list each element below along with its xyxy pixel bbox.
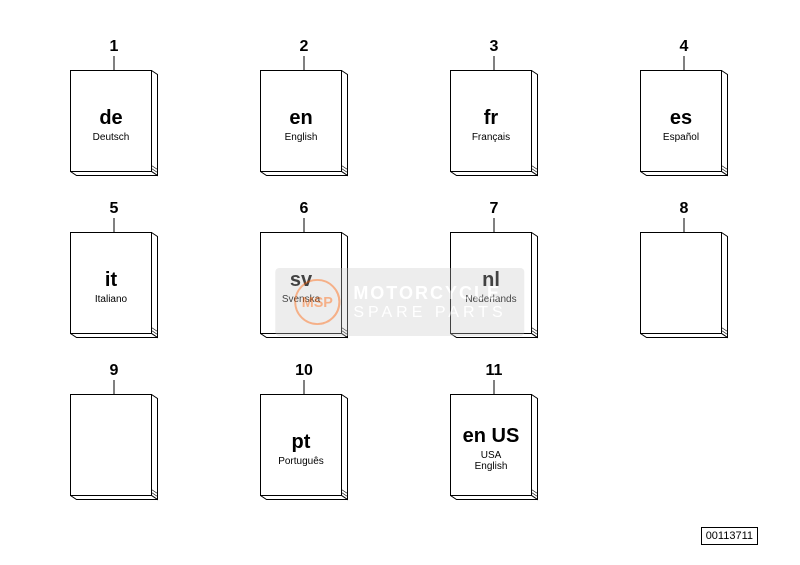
notepad-icon — [70, 394, 158, 502]
lang-label: Português — [278, 456, 324, 467]
card-number: 11 — [486, 362, 503, 380]
watermark-line2: SPARE PARTS — [353, 304, 506, 322]
card-number: 5 — [110, 200, 119, 218]
leader-line — [494, 56, 495, 70]
card-number: 2 — [300, 38, 309, 56]
lang-label: English — [285, 132, 318, 143]
card-number: 1 — [110, 38, 119, 56]
lang-label: Español — [663, 132, 699, 143]
card-number: 4 — [680, 38, 689, 56]
lang-code: fr — [484, 108, 498, 128]
lang-card-1: 1 de Deutsch — [70, 38, 158, 178]
svg-text:MSP: MSP — [302, 295, 334, 311]
lang-card-2: 2 en English — [260, 38, 348, 178]
card-number: 9 — [110, 362, 119, 380]
lang-card-4: 4 es Español — [640, 38, 728, 178]
notepad-icon: de Deutsch — [70, 70, 158, 178]
notepad-icon: es Español — [640, 70, 728, 178]
lang-card-5: 5 it Italiano — [70, 200, 158, 340]
lang-code: en — [289, 108, 312, 128]
leader-line — [114, 218, 115, 232]
card-number: 6 — [300, 200, 309, 218]
notepad-icon: pt Português — [260, 394, 348, 502]
lang-label: USA English — [475, 450, 508, 472]
card-number: 10 — [295, 362, 313, 380]
leader-line — [304, 218, 305, 232]
lang-card-3: 3 fr Français — [450, 38, 538, 178]
lang-label: Italiano — [95, 294, 127, 305]
watermark-line1: MOTORCYCLE — [353, 283, 506, 304]
lang-code: es — [670, 108, 692, 128]
msp-logo-icon: MSP — [293, 278, 341, 326]
card-number: 7 — [490, 200, 499, 218]
leader-line — [684, 56, 685, 70]
lang-card-10: 10 pt Português — [260, 362, 348, 502]
watermark: MSP MOTORCYCLE SPARE PARTS — [275, 268, 524, 336]
leader-line — [684, 218, 685, 232]
lang-card-11: 11 en US USA English — [450, 362, 538, 502]
notepad-icon: fr Français — [450, 70, 538, 178]
notepad-icon: en US USA English — [450, 394, 538, 502]
leader-line — [494, 380, 495, 394]
lang-code: de — [99, 108, 122, 128]
leader-line — [494, 218, 495, 232]
leader-line — [304, 56, 305, 70]
notepad-icon: it Italiano — [70, 232, 158, 340]
leader-line — [114, 56, 115, 70]
lang-code: en US — [463, 426, 520, 446]
part-number: 00113711 — [701, 527, 758, 545]
lang-label: Deutsch — [93, 132, 130, 143]
lang-label: Français — [472, 132, 510, 143]
notepad-icon — [640, 232, 728, 340]
leader-line — [114, 380, 115, 394]
leader-line — [304, 380, 305, 394]
notepad-icon: en English — [260, 70, 348, 178]
card-number: 8 — [680, 200, 689, 218]
lang-code: it — [105, 270, 117, 290]
card-number: 3 — [490, 38, 499, 56]
lang-code: pt — [292, 432, 311, 452]
lang-card-9: 9 — [70, 362, 158, 502]
lang-card-8: 8 — [640, 200, 728, 340]
